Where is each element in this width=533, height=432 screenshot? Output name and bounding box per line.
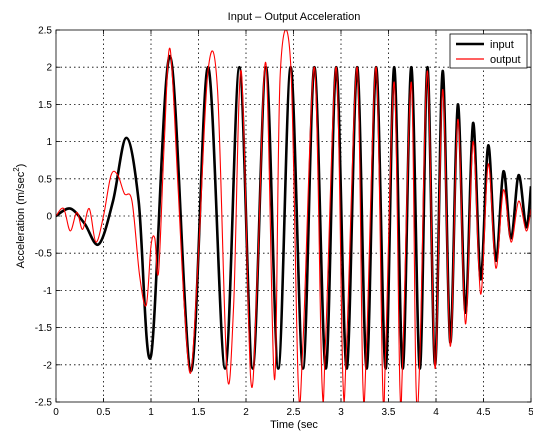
y-tick-label: 0.5 [38, 174, 52, 185]
y-tick-labels: -2.5 -2 -1.5 -1 -0.5 0 0.5 1 1.5 2 2.5 [35, 26, 53, 409]
series-line-output [56, 30, 531, 402]
x-tick-label: 5 [528, 407, 533, 418]
x-tick-labels: 0 0.5 1 1.5 2 2.5 3 3.5 4 4.5 5 [53, 407, 533, 418]
x-tick-label: 4 [433, 407, 439, 418]
y-tick-label: -0.5 [35, 249, 53, 260]
y-tick-label: -1.5 [35, 323, 53, 334]
y-tick-label: 2 [46, 63, 52, 74]
y-tick-label: 0 [46, 212, 52, 223]
x-tick-label: 1 [148, 407, 154, 418]
y-tick-label: -1 [43, 286, 52, 297]
x-tick-label: 0 [53, 407, 59, 418]
y-tick-label: -2.5 [35, 398, 53, 409]
x-tick-label: 3.5 [382, 407, 396, 418]
x-tick-label: 2 [243, 407, 249, 418]
y-axis-label-close: ) [15, 164, 27, 168]
legend-box [449, 33, 528, 69]
chart-title: Input – Output Acceleration [228, 11, 361, 23]
series-layer [56, 30, 531, 402]
x-axis-label: Time (sec [270, 419, 318, 431]
x-tick-label: 3 [338, 407, 344, 418]
y-axis-label-superscript: 2 [12, 167, 21, 172]
y-tick-label: 2.5 [38, 26, 52, 37]
legend-label-output: output [490, 54, 521, 66]
legend-label-input: input [490, 39, 514, 51]
x-tick-label: 0.5 [97, 407, 111, 418]
ticks [55, 29, 532, 403]
y-tick-label: 1.5 [38, 100, 52, 111]
x-tick-label: 4.5 [477, 407, 491, 418]
legend: input output [449, 33, 528, 69]
x-tick-label: 1.5 [192, 407, 206, 418]
y-tick-label: 1 [46, 137, 52, 148]
y-axis-label-main: Acceleration (m/sec [15, 171, 27, 268]
x-tick-label: 2.5 [287, 407, 301, 418]
y-axis-label: Acceleration (m/sec2) [12, 164, 27, 269]
y-tick-label: -2 [43, 360, 52, 371]
